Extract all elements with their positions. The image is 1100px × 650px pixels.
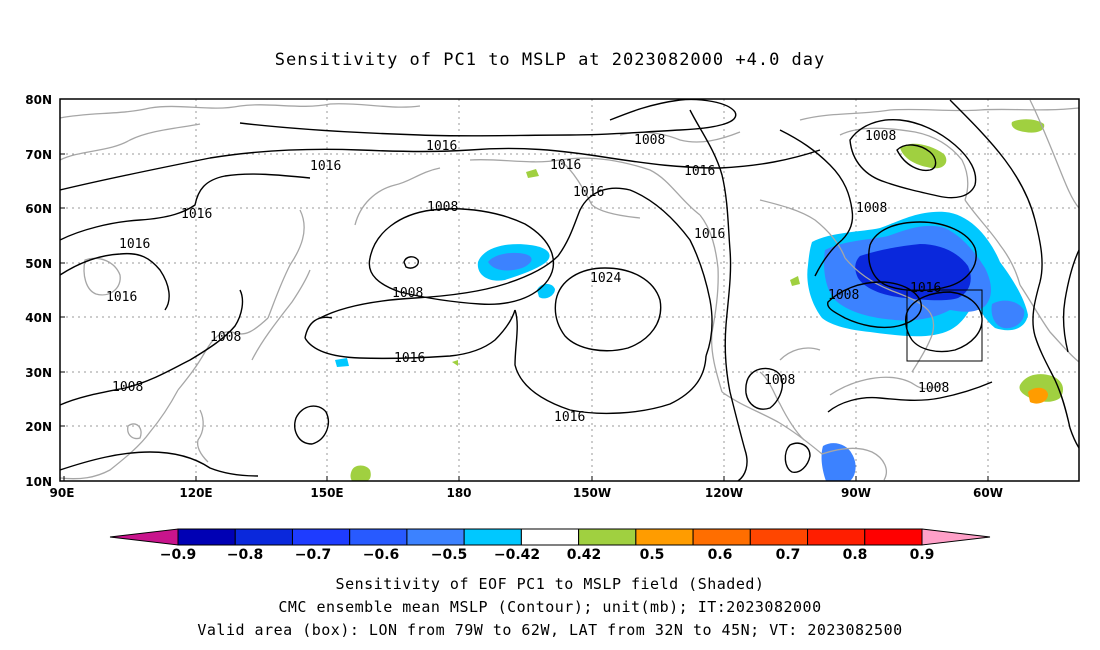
colorbar-segment [635, 528, 694, 546]
shade-positive-small-2 [526, 169, 539, 178]
chart-title: Sensitivity of PC1 to MSLP at 2023082000… [274, 50, 826, 70]
colorbar-segment [463, 528, 522, 546]
colorbar-label: −0.9 [160, 547, 197, 563]
contour-label: 1016 [684, 164, 715, 179]
contour-labels: 1016 1008 1016 1016 1008 1016 1016 1016 … [106, 129, 949, 425]
contour-label: 1008 [865, 129, 896, 144]
colorbar-segment [349, 528, 408, 546]
colorbar-label: 0.9 [910, 547, 935, 563]
colorbar-segment [520, 528, 580, 546]
contour-label: 1008 [634, 133, 665, 148]
contour-label: 1024 [590, 271, 621, 286]
shade-positive-atlantic-core [1028, 387, 1048, 404]
lat-tick-label: 30N [25, 366, 52, 380]
shade-negative-mexico [821, 443, 856, 481]
shade-negative-na-core [855, 244, 971, 301]
mslp-contours [60, 99, 1079, 481]
colorbar-extend-high [921, 528, 991, 546]
colorbar-label: −0.8 [227, 547, 264, 563]
lat-tick-label: 10N [25, 475, 52, 489]
contour-label: 1008 [112, 380, 143, 395]
contour-label: 1016 [550, 158, 581, 173]
lat-tick-label: 50N [25, 257, 52, 271]
contour-label: 1016 [910, 281, 941, 296]
lon-axis-labels: 90E 120E 150E 180 150W 120W 90W 60W [50, 486, 1003, 500]
colorbar-segment [749, 528, 809, 546]
valid-area-box [906, 289, 983, 362]
map-frame [59, 98, 1080, 482]
lat-axis-labels: 10N 20N 30N 40N 50N 60N 70N 80N [25, 93, 52, 489]
colorbar-label: 0.5 [640, 547, 665, 563]
shade-positive-greenland-2 [900, 143, 947, 169]
colorbar-label: 0.7 [776, 547, 801, 563]
lon-tick-label: 180 [446, 486, 471, 500]
caption-line-1: Sensitivity of EOF PC1 to MSLP field (Sh… [335, 575, 765, 593]
colorbar-label: −0.7 [295, 547, 332, 563]
shade-negative-tiny [335, 358, 349, 367]
lon-tick-label: 150E [310, 486, 343, 500]
contour-label: 1016 [573, 185, 604, 200]
colorbar-segment [177, 528, 236, 546]
contour-label: 1016 [426, 139, 457, 154]
colorbar-segment [291, 528, 351, 546]
colorbar-segment [578, 528, 637, 546]
lat-tick-label: 60N [25, 202, 52, 216]
colorbar-extend-low [109, 528, 179, 546]
gridlines [60, 99, 1079, 481]
lat-tick-label: 20N [25, 420, 52, 434]
contour-label: 1016 [181, 207, 212, 222]
coastlines [60, 99, 1079, 481]
shade-positive-greenland-1 [1011, 119, 1045, 133]
contour-label: 1008 [918, 381, 949, 396]
lon-tick-label: 60W [973, 486, 1003, 500]
caption-line-2: CMC ensemble mean MSLP (Contour); unit(m… [278, 598, 822, 616]
shade-negative-pacific-core [488, 252, 532, 271]
colorbar-segment [864, 528, 923, 546]
contour-label: 1016 [310, 159, 341, 174]
contour-label: 1016 [554, 410, 585, 425]
contour-label: 1008 [764, 373, 795, 388]
contour-label: 1008 [856, 201, 887, 216]
lon-tick-label: 120W [705, 486, 743, 500]
colorbar-label: −0.6 [363, 547, 400, 563]
shade-positive-small-3 [790, 276, 800, 286]
colorbar [109, 528, 991, 546]
contour-label: 1016 [694, 227, 725, 242]
colorbar-label: 0.6 [708, 547, 733, 563]
contour-label: 1016 [119, 237, 150, 252]
contour-label: 1016 [394, 351, 425, 366]
shade-positive-small-1 [350, 465, 371, 481]
shade-negative-small [537, 283, 555, 299]
contour-label: 1008 [210, 330, 241, 345]
colorbar-label: −0.5 [431, 547, 468, 563]
axis-ticks [60, 153, 989, 481]
colorbar-segment [807, 528, 866, 546]
lat-tick-label: 80N [25, 93, 52, 107]
contour-label: 1008 [392, 286, 423, 301]
caption-line-3: Valid area (box): LON from 79W to 62W, L… [197, 621, 903, 639]
lon-tick-label: 90E [50, 486, 75, 500]
colorbar-segment [234, 528, 293, 546]
colorbar-label: 0.42 [567, 547, 602, 563]
colorbar-label: −0.42 [494, 547, 540, 563]
contour-label: 1008 [427, 200, 458, 215]
contour-label: 1016 [106, 290, 137, 305]
colorbar-label: 0.8 [843, 547, 868, 563]
colorbar-segment [692, 528, 751, 546]
lat-tick-label: 70N [25, 148, 52, 162]
lat-tick-label: 40N [25, 311, 52, 325]
lon-tick-label: 120E [179, 486, 212, 500]
lon-tick-label: 150W [573, 486, 611, 500]
colorbar-segment [406, 528, 465, 546]
lon-tick-label: 90W [841, 486, 871, 500]
colorbar-labels: −0.9 −0.8 −0.7 −0.6 −0.5 −0.42 0.42 0.5 … [160, 547, 935, 563]
shade-positive-small-4 [452, 360, 458, 366]
contour-label: 1008 [828, 288, 859, 303]
shade-negative-na-east [991, 300, 1025, 329]
